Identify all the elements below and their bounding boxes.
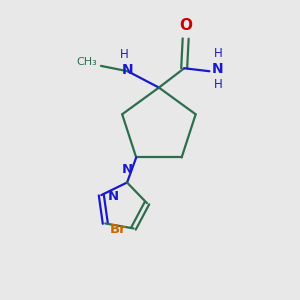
Text: N: N — [107, 190, 118, 203]
Text: H: H — [214, 47, 223, 60]
Text: H: H — [119, 48, 128, 62]
Text: N: N — [122, 163, 133, 176]
Text: N: N — [212, 62, 224, 76]
Text: Br: Br — [110, 224, 127, 236]
Text: CH₃: CH₃ — [76, 57, 98, 67]
Text: O: O — [179, 18, 192, 33]
Text: N: N — [122, 63, 134, 77]
Text: H: H — [214, 78, 223, 91]
